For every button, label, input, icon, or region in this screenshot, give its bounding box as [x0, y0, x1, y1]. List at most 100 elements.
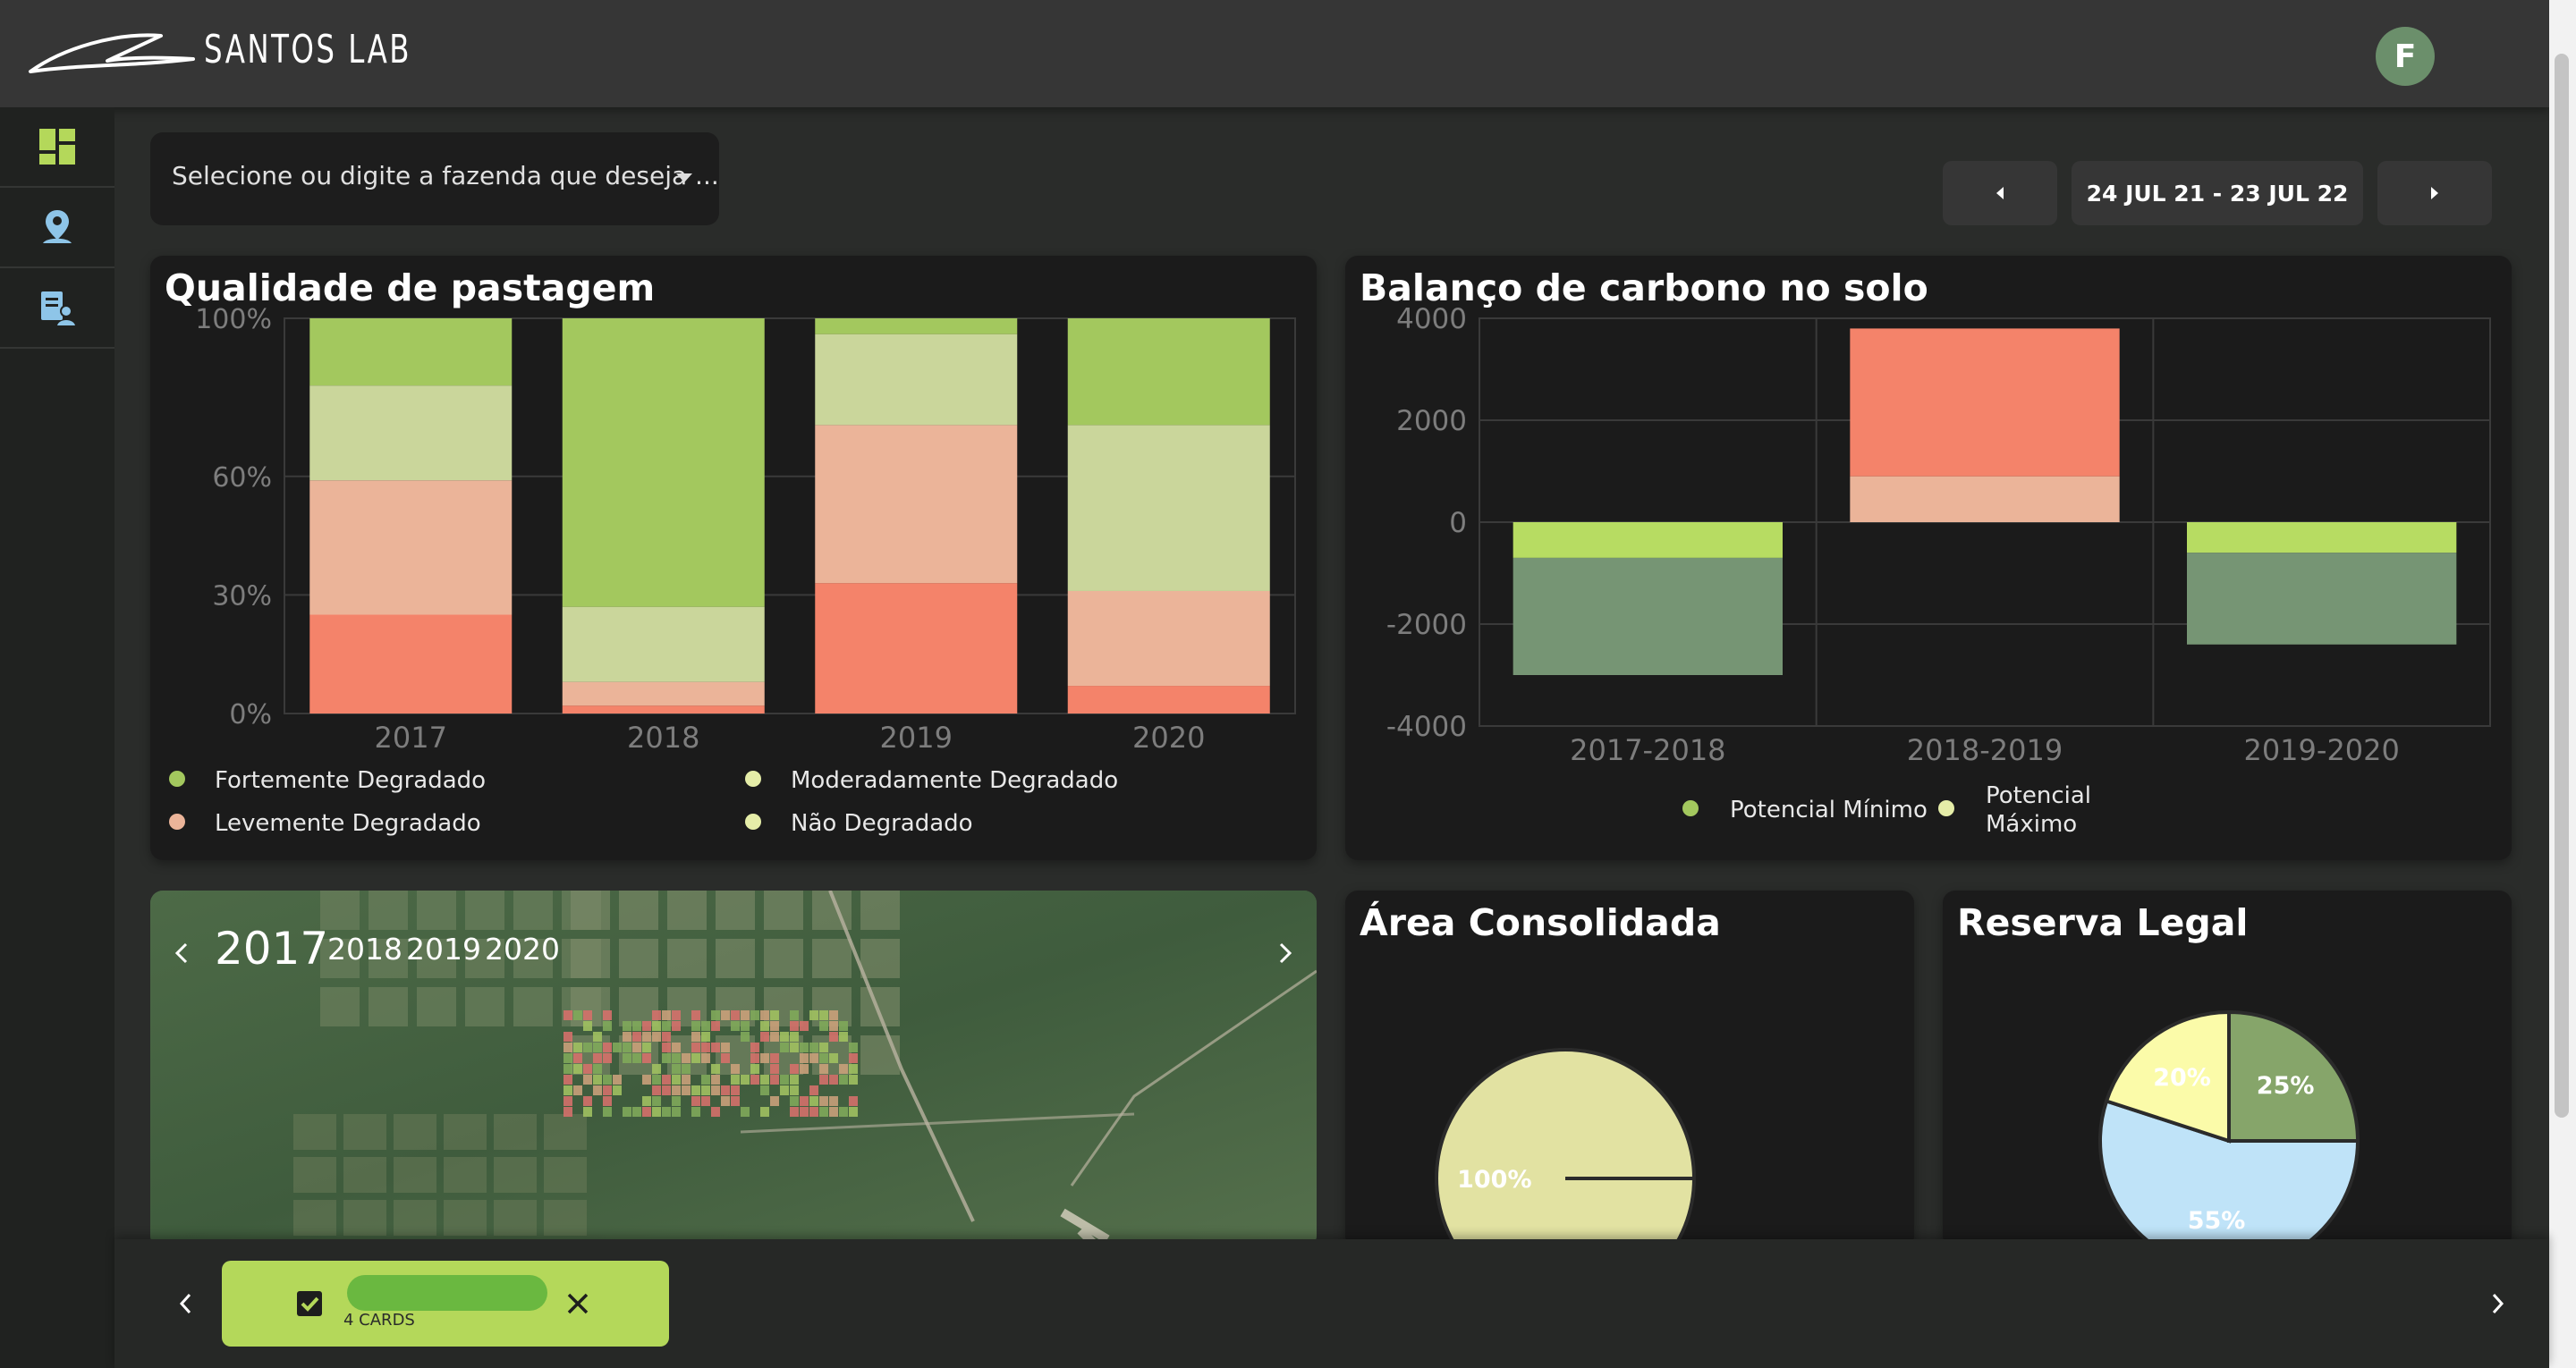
bar-segment[interactable]	[1850, 328, 2120, 477]
bar-segment[interactable]	[1067, 686, 1270, 714]
brand-logo-icon	[29, 33, 195, 73]
farm-select[interactable]: Selecione ou digite a fazenda que deseja…	[150, 132, 719, 225]
map-quality-pixel	[809, 1053, 818, 1063]
legend-label[interactable]: Fortemente Degradado	[215, 767, 486, 794]
map-quality-pixel	[672, 1053, 681, 1063]
map-quality-pixel	[672, 1043, 681, 1052]
map-field-plot	[369, 891, 408, 930]
map-quality-pixel	[652, 1107, 661, 1117]
sidebar-item-reports[interactable]	[0, 268, 114, 349]
map-quality-pixel	[662, 1021, 671, 1031]
map-quality-pixel	[564, 1075, 572, 1085]
map-quality-pixel	[623, 1043, 631, 1052]
map-quality-pixel	[672, 1075, 681, 1085]
map-quality-pixel	[721, 1085, 730, 1095]
legend-label[interactable]: Potencial Mínimo	[1730, 797, 1928, 823]
pie-slice[interactable]	[2227, 1009, 2360, 1143]
bar-segment[interactable]	[562, 606, 765, 682]
bar-segment[interactable]	[2187, 553, 2457, 645]
bar-segment[interactable]	[2187, 522, 2457, 553]
bar-segment[interactable]	[309, 614, 513, 714]
map-quality-pixel	[839, 1107, 848, 1117]
bar-segment[interactable]	[309, 318, 513, 386]
pie-slice[interactable]	[2098, 1098, 2360, 1248]
legend-label[interactable]: Não Degradado	[791, 810, 973, 837]
map-year-2020[interactable]: 2020	[485, 932, 560, 967]
map-quality-pixel	[593, 1064, 602, 1074]
bottom-prev-button[interactable]	[177, 1289, 195, 1318]
map-quality-pixel	[652, 1021, 661, 1031]
user-avatar[interactable]: F	[2376, 27, 2435, 86]
map-field-plot	[667, 939, 707, 978]
map-quality-pixel	[809, 1107, 818, 1117]
bar-segment[interactable]	[562, 318, 765, 607]
date-range-label[interactable]: 24 JUL 21 - 23 JUL 22	[2072, 161, 2363, 225]
bar-segment[interactable]	[1067, 425, 1270, 591]
map-field-plot	[444, 1200, 487, 1236]
map-field-plot	[465, 891, 504, 930]
map-quality-pixel	[790, 1085, 799, 1095]
y-tick-label: 0%	[229, 699, 272, 730]
pie-slice[interactable]	[1435, 1048, 1696, 1248]
date-prev-button[interactable]	[1943, 161, 2057, 225]
map-quality-pixel	[819, 1107, 828, 1117]
selected-cards-chip[interactable]: 4 CARDS	[222, 1261, 669, 1347]
bar-segment[interactable]	[562, 705, 765, 714]
bar-segment[interactable]	[815, 583, 1018, 714]
satellite-imagery	[150, 891, 1317, 1248]
bottom-next-button[interactable]	[2488, 1289, 2506, 1318]
legend-label[interactable]: Moderadamente Degradado	[791, 767, 1118, 794]
map-year-selected[interactable]: 2017	[215, 923, 329, 975]
bar-segment[interactable]	[815, 318, 1018, 334]
carbon-balance-card: Balanço de carbono no solo 4000 2000 0 -200…	[1345, 256, 2512, 860]
map-quality-pixel	[632, 1053, 641, 1063]
close-icon[interactable]	[565, 1291, 590, 1316]
map-quality-pixel	[603, 1010, 612, 1020]
farm-select-placeholder: Selecione ou digite a fazenda que deseja…	[172, 161, 719, 190]
map-quality-pixel	[790, 1064, 799, 1074]
map-year-2019[interactable]: 2019	[406, 932, 481, 967]
bar-segment[interactable]	[815, 334, 1018, 426]
bar-segment[interactable]	[1067, 590, 1270, 687]
satellite-map[interactable]: 2017 2018 2019 2020	[150, 891, 1317, 1248]
map-field-plot	[619, 891, 658, 930]
map-field-plot	[544, 1200, 587, 1236]
map-next-year-button[interactable]	[1277, 941, 1293, 966]
date-next-button[interactable]	[2377, 161, 2492, 225]
map-quality-pixel	[849, 1075, 858, 1085]
map-quality-pixel	[790, 1010, 799, 1020]
map-quality-pixel	[662, 1053, 671, 1063]
y-tick-label: 4000	[1396, 303, 1467, 335]
map-quality-pixel	[603, 1107, 612, 1117]
map-quality-pixel	[691, 1043, 700, 1052]
map-field-plot	[369, 939, 408, 978]
bar-segment[interactable]	[815, 425, 1018, 584]
map-quality-pixel	[583, 1021, 592, 1031]
legend-label[interactable]: Potencial Máximo	[1986, 782, 2091, 838]
bar-segment[interactable]	[562, 681, 765, 706]
map-field-plot	[320, 891, 360, 930]
map-year-2018[interactable]: 2018	[327, 932, 402, 967]
map-quality-pixel	[849, 1053, 858, 1063]
map-quality-pixel	[839, 1064, 848, 1074]
bar-segment[interactable]	[1067, 318, 1270, 426]
map-field-plot	[812, 939, 852, 978]
bar-segment[interactable]	[1513, 522, 1783, 558]
map-field-plot	[465, 987, 504, 1026]
legend-label[interactable]: Levemente Degradado	[215, 810, 481, 837]
sidebar-item-map-users[interactable]	[0, 188, 114, 268]
map-field-plot	[667, 891, 707, 930]
sidebar-item-dashboard[interactable]	[0, 107, 114, 188]
map-field-plot	[764, 987, 803, 1026]
page-scrollbar-thumb[interactable]	[2555, 54, 2569, 1118]
map-field-plot	[494, 1200, 537, 1236]
map-quality-pixel	[672, 1085, 681, 1095]
bar-segment[interactable]	[309, 480, 513, 615]
x-tick-label: 2017-2018	[1570, 733, 1725, 767]
bar-segment[interactable]	[1850, 476, 2120, 522]
bar-segment[interactable]	[1513, 557, 1783, 675]
map-prev-year-button[interactable]	[174, 941, 190, 966]
pie-slice[interactable]	[2104, 1009, 2231, 1144]
checkbox-checked-icon[interactable]	[295, 1289, 324, 1318]
bar-segment[interactable]	[309, 385, 513, 481]
